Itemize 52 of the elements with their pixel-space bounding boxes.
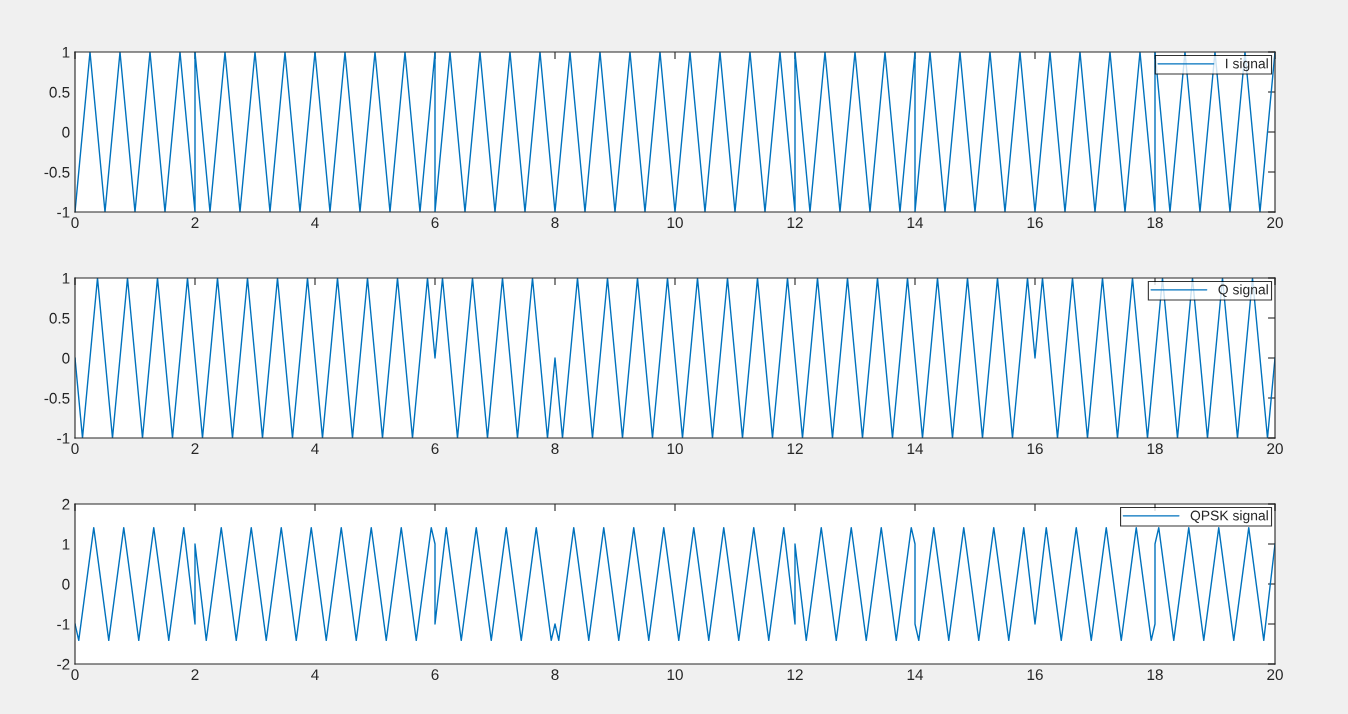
y-tick-label: 0	[62, 126, 70, 138]
x-tick-label: 16	[1027, 443, 1043, 455]
x-tick-label: 16	[1027, 669, 1043, 681]
x-tick-label: 16	[1027, 217, 1043, 229]
x-tick-label: 10	[667, 217, 683, 229]
x-tick-label: 4	[311, 669, 319, 680]
y-tick-label: 0.5	[49, 312, 70, 324]
x-tick-label: 0	[71, 443, 79, 455]
x-tick-label: 8	[551, 217, 559, 229]
x-tick-label: 6	[431, 217, 439, 229]
y-tick-label: 1	[62, 273, 70, 284]
x-tick-label: 12	[787, 217, 803, 228]
y-tick-label: -1	[57, 207, 70, 218]
x-tick-label: 0	[71, 217, 79, 229]
x-tick-label: 14	[907, 217, 924, 228]
y-tick-label: -1	[57, 433, 70, 444]
x-tick-label: 2	[191, 669, 199, 680]
y-tick-label: 1	[62, 47, 70, 58]
legend-label: Q signal	[1218, 284, 1268, 298]
x-tick-label: 12	[787, 669, 803, 680]
x-tick-label: 20	[1267, 443, 1283, 455]
x-tick-label: 8	[551, 443, 559, 455]
x-tick-label: 18	[1147, 217, 1163, 229]
x-tick-label: 4	[311, 217, 319, 228]
x-tick-label: 6	[431, 443, 439, 455]
x-tick-label: 18	[1147, 669, 1163, 681]
x-tick-label: 6	[431, 669, 439, 681]
y-tick-label: -0.5	[44, 392, 70, 404]
y-tick-label: -0.5	[44, 166, 70, 178]
x-tick-label: 20	[1267, 669, 1283, 681]
x-tick-label: 20	[1267, 217, 1283, 229]
y-tick-label: 2	[62, 498, 70, 510]
x-tick-label: 2	[191, 217, 199, 228]
legend-label: I signal	[1226, 58, 1268, 72]
x-tick-label: 14	[907, 443, 924, 454]
y-tick-label: -2	[57, 658, 70, 670]
line-series	[75, 526, 1275, 642]
x-tick-label: 8	[551, 669, 559, 681]
x-tick-label: 2	[191, 443, 199, 454]
x-tick-label: 14	[907, 669, 924, 680]
y-tick-label: 0.5	[49, 86, 70, 98]
y-tick-label: 0	[62, 352, 70, 364]
x-tick-label: 10	[667, 669, 683, 681]
x-tick-label: 10	[667, 443, 683, 455]
x-tick-label: 12	[787, 443, 803, 454]
y-tick-label: 0	[62, 578, 70, 590]
y-tick-label: -1	[57, 619, 70, 630]
x-tick-label: 18	[1147, 443, 1163, 455]
x-tick-label: 4	[311, 443, 319, 454]
legend-label: QPSK signal	[1190, 510, 1268, 524]
y-tick-label: 1	[62, 539, 70, 550]
x-tick-label: 0	[71, 669, 79, 681]
